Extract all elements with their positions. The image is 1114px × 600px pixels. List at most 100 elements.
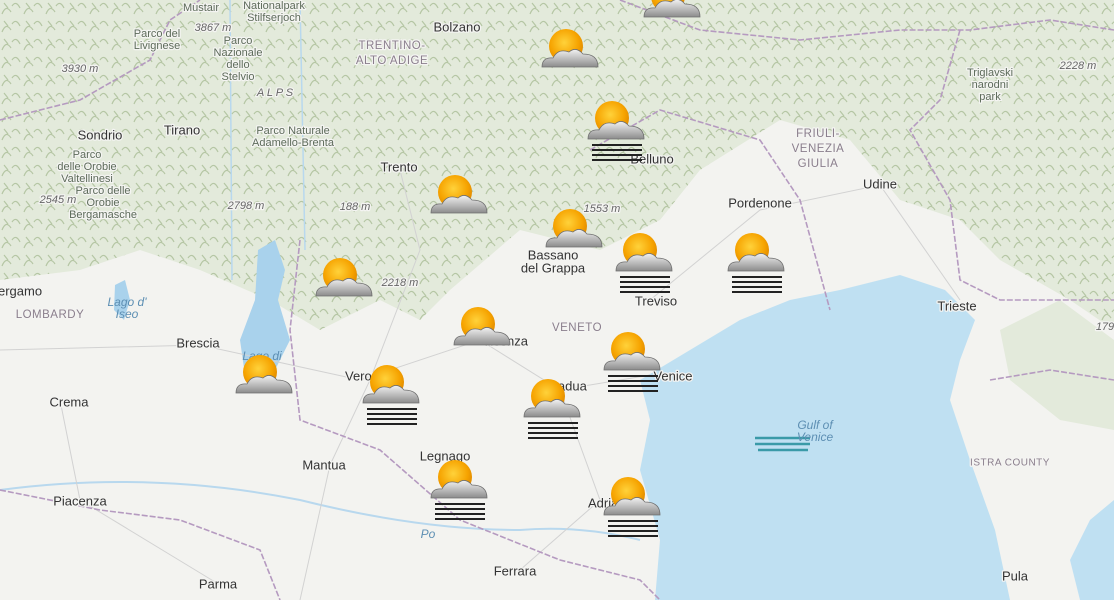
weather-icon[interactable]	[523, 379, 581, 439]
weather-icon[interactable]	[453, 307, 511, 346]
cloud	[587, 121, 645, 140]
roads	[0, 169, 961, 600]
cloud	[541, 49, 599, 68]
place-label: delle Orobie	[57, 161, 116, 173]
place-label: Bolzano	[434, 19, 481, 34]
place-label: park	[979, 91, 1001, 103]
place-label: narodni	[972, 79, 1009, 91]
cloud-shape	[727, 253, 785, 272]
place-label: A L P S	[256, 87, 294, 99]
cloud-shape	[643, 0, 701, 18]
place-label: 3930 m	[62, 63, 99, 75]
weather-icon[interactable]	[587, 101, 645, 161]
place-label: ISTRA COUNTY	[970, 458, 1050, 469]
place-label: Bergamasche	[69, 209, 137, 221]
place-label: Parco del	[134, 28, 180, 40]
place-label: GIULIA	[798, 158, 839, 170]
place-label: dello	[226, 59, 249, 71]
place-label: Ferrara	[494, 563, 537, 578]
place-label: 188 m	[340, 201, 371, 213]
place-label: 2545 m	[39, 194, 77, 206]
lake-iseo	[114, 280, 130, 320]
cloud	[430, 480, 488, 499]
weather-icon[interactable]	[727, 233, 785, 293]
cloud	[603, 352, 661, 371]
place-label: Iseo	[116, 307, 139, 321]
river	[229, 0, 306, 281]
weather-icon[interactable]	[545, 209, 603, 248]
weather-icons	[235, 0, 785, 537]
river-po	[0, 481, 641, 541]
place-label: FRIULI-	[796, 128, 840, 140]
place-label: Udine	[863, 176, 897, 191]
place-label: Belluno	[630, 151, 673, 166]
cloud-shape	[453, 327, 511, 346]
place-label: Parco	[224, 35, 253, 47]
weather-icon[interactable]	[430, 460, 488, 520]
cloud	[603, 497, 661, 516]
cloud-shape	[235, 375, 293, 394]
cloud-shape	[315, 278, 373, 297]
cloud-shape	[603, 497, 661, 516]
weather-icon[interactable]	[603, 477, 661, 537]
cloud	[615, 253, 673, 272]
cloud	[430, 195, 488, 214]
cloud-shape	[545, 229, 603, 248]
cloud	[362, 385, 420, 404]
cloud	[545, 229, 603, 248]
sea-east	[1070, 500, 1114, 600]
cloud-shape	[587, 121, 645, 140]
cloud	[643, 0, 701, 18]
place-label: Valtellinesi	[61, 173, 113, 185]
cloud-shape	[603, 352, 661, 371]
place-label: Nazionale	[214, 47, 263, 59]
place-label: Legnago	[420, 448, 471, 463]
place-label: Stelvio	[221, 71, 254, 83]
place-label: ergamo	[0, 283, 42, 298]
weather-icon[interactable]	[235, 355, 293, 394]
place-label: Piacenza	[53, 493, 107, 508]
weather-icon[interactable]	[615, 233, 673, 293]
weather-icon[interactable]	[362, 365, 420, 425]
cloud	[523, 399, 581, 418]
cloud-shape	[362, 385, 420, 404]
place-label: ALTO ADIGE	[356, 55, 428, 67]
place-label: Parma	[199, 576, 238, 591]
weather-icon[interactable]	[643, 0, 701, 18]
place-label: Nationalpark	[243, 0, 305, 12]
lake-garda	[240, 240, 290, 380]
place-label: Venice	[653, 368, 692, 383]
place-label: Parco delle	[75, 185, 130, 197]
cloud	[727, 253, 785, 272]
place-label: Orobie	[86, 197, 119, 209]
place-label: Stilfserjoch	[247, 12, 301, 24]
place-label: Sondrio	[78, 127, 123, 142]
cloud	[315, 278, 373, 297]
istria-hills	[1000, 300, 1114, 430]
weather-icon[interactable]	[603, 332, 661, 392]
cloud-shape	[615, 253, 673, 272]
fog-marker	[755, 436, 810, 452]
weather-icon[interactable]	[430, 175, 488, 214]
place-label: Parco Naturale	[256, 125, 329, 137]
place-label: LOMBARDY	[16, 309, 85, 321]
place-label: Lago d'	[108, 295, 148, 309]
place-label: del Grappa	[521, 260, 586, 275]
cloud-shape	[541, 49, 599, 68]
place-label: 1553 m	[584, 203, 621, 215]
place-label: Trieste	[937, 298, 976, 313]
place-label: TRENTINO-	[358, 40, 425, 52]
place-label: Brescia	[176, 335, 220, 350]
place-label: Livignese	[134, 40, 180, 52]
relief	[0, 0, 1114, 330]
cloud-shape	[430, 480, 488, 499]
place-label: Adamello-Brenta	[252, 137, 335, 149]
place-label: Gulf of	[797, 418, 834, 432]
weather-icon[interactable]	[541, 29, 599, 68]
place-label: Bassano	[528, 247, 579, 262]
place-label: Po	[421, 527, 436, 541]
weather-icon[interactable]	[315, 258, 373, 297]
place-label: Mustair	[183, 2, 219, 14]
